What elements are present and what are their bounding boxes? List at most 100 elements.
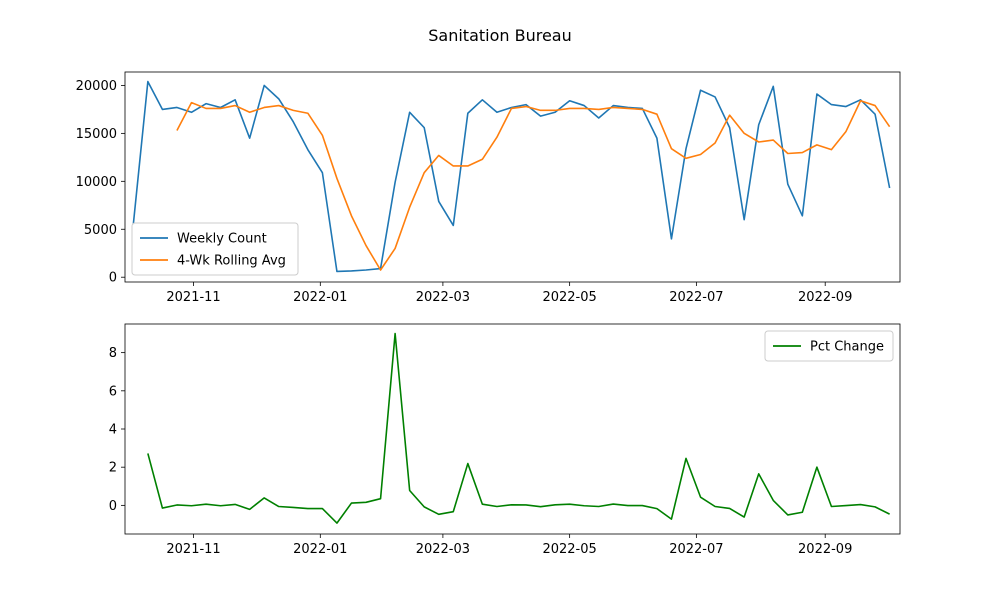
data-point-pct-change	[305, 506, 310, 511]
data-point-weekly-count	[771, 84, 776, 89]
data-point-pct-change	[262, 495, 267, 500]
data-point-weekly-count	[291, 119, 296, 124]
data-point-pct-change	[524, 502, 529, 507]
legend-label: Weekly Count	[177, 232, 267, 247]
data-point-4-wk-rolling-avg	[814, 142, 819, 147]
data-point-pct-change	[145, 451, 150, 456]
data-point-pct-change	[407, 488, 412, 493]
data-point-weekly-count	[247, 136, 252, 141]
data-point-pct-change	[422, 504, 427, 509]
data-point-weekly-count	[364, 268, 369, 273]
data-point-4-wk-rolling-avg	[698, 152, 703, 157]
data-point-pct-change	[247, 507, 252, 512]
data-point-pct-change	[480, 502, 485, 507]
data-point-4-wk-rolling-avg	[218, 106, 223, 111]
data-point-pct-change	[727, 506, 732, 511]
data-point-weekly-count	[320, 170, 325, 175]
data-point-4-wk-rolling-avg	[247, 110, 252, 115]
bottom-legend: Pct Change	[764, 330, 894, 362]
top-y-tick-label: 20000	[76, 79, 117, 94]
data-point-pct-change	[364, 500, 369, 505]
top-axes-frame	[124, 71, 901, 283]
data-point-weekly-count	[349, 268, 354, 273]
data-point-4-wk-rolling-avg	[727, 113, 732, 118]
data-point-4-wk-rolling-avg	[640, 107, 645, 112]
bottom-y-tick-label: 6	[109, 384, 117, 399]
data-point-pct-change	[843, 503, 848, 508]
series-line-pct-change	[147, 332, 890, 524]
data-point-pct-change	[494, 504, 499, 509]
data-point-pct-change	[291, 505, 296, 510]
data-point-pct-change	[829, 504, 834, 509]
data-point-pct-change	[582, 503, 587, 508]
data-point-4-wk-rolling-avg	[756, 140, 761, 145]
figure-title: Sanitation Bureau	[428, 26, 572, 45]
data-point-4-wk-rolling-avg	[451, 163, 456, 168]
data-point-weekly-count	[669, 236, 674, 241]
legend-label: 4-Wk Rolling Avg	[177, 254, 286, 269]
data-point-weekly-count	[829, 102, 834, 107]
data-point-4-wk-rolling-avg	[422, 170, 427, 175]
data-point-4-wk-rolling-avg	[524, 104, 529, 109]
data-point-pct-change	[436, 512, 441, 517]
data-point-weekly-count	[262, 83, 267, 88]
data-point-4-wk-rolling-avg	[480, 157, 485, 162]
data-point-4-wk-rolling-avg	[843, 129, 848, 134]
bottom-legend-box	[764, 330, 894, 362]
bottom-axes-frame	[124, 323, 901, 535]
data-point-weekly-count	[233, 97, 238, 102]
data-point-weekly-count	[800, 213, 805, 218]
top-y-tick-label: 5000	[84, 223, 117, 238]
data-point-pct-change	[465, 461, 470, 466]
data-point-weekly-count	[276, 96, 281, 101]
data-point-weekly-count	[785, 182, 790, 187]
data-point-weekly-count	[814, 92, 819, 97]
data-point-pct-change	[334, 521, 339, 526]
data-point-pct-change	[204, 502, 209, 507]
bottom-y-tick-label: 4	[109, 423, 117, 438]
data-point-4-wk-rolling-avg	[364, 243, 369, 248]
top-legend-box	[131, 222, 299, 276]
data-point-weekly-count	[756, 122, 761, 127]
data-point-4-wk-rolling-avg	[233, 103, 238, 108]
data-point-4-wk-rolling-avg	[771, 138, 776, 143]
data-point-pct-change	[698, 495, 703, 500]
data-point-4-wk-rolling-avg	[174, 128, 179, 133]
data-point-weekly-count	[480, 97, 485, 102]
data-point-4-wk-rolling-avg	[204, 106, 209, 111]
top-chart: 2021-11 2022-01 2022-03 2022-05 2022-07 2022-…	[76, 71, 901, 305]
data-point-weekly-count	[567, 98, 572, 103]
data-point-4-wk-rolling-avg	[538, 108, 543, 113]
data-point-pct-change	[742, 515, 747, 520]
data-point-weekly-count	[742, 217, 747, 222]
top-x-tick-label: 2022-05	[542, 290, 596, 305]
data-point-pct-change	[538, 504, 543, 509]
data-point-pct-change	[814, 465, 819, 470]
data-point-weekly-count	[887, 186, 892, 191]
data-point-pct-change	[276, 504, 281, 509]
top-x-tick-label: 2021-11	[166, 290, 220, 305]
legend-label: Pct Change	[810, 340, 884, 355]
data-point-pct-change	[654, 506, 659, 511]
data-point-4-wk-rolling-avg	[349, 213, 354, 218]
data-point-4-wk-rolling-avg	[669, 146, 674, 151]
data-point-pct-change	[174, 502, 179, 507]
top-y-tick-label: 15000	[76, 127, 117, 142]
data-point-weekly-count	[727, 125, 732, 130]
data-point-pct-change	[393, 331, 398, 336]
data-point-4-wk-rolling-avg	[262, 105, 267, 110]
data-point-4-wk-rolling-avg	[785, 151, 790, 156]
data-point-weekly-count	[393, 180, 398, 185]
data-point-pct-change	[683, 456, 688, 461]
data-point-pct-change	[218, 503, 223, 508]
bottom-x-tick-label: 2022-07	[669, 542, 723, 557]
data-point-4-wk-rolling-avg	[465, 163, 470, 168]
data-point-weekly-count	[873, 112, 878, 117]
data-point-weekly-count	[654, 136, 659, 141]
data-point-4-wk-rolling-avg	[873, 103, 878, 108]
data-point-4-wk-rolling-avg	[742, 131, 747, 136]
data-point-weekly-count	[189, 110, 194, 115]
data-point-4-wk-rolling-avg	[553, 108, 558, 113]
data-point-pct-change	[800, 510, 805, 515]
